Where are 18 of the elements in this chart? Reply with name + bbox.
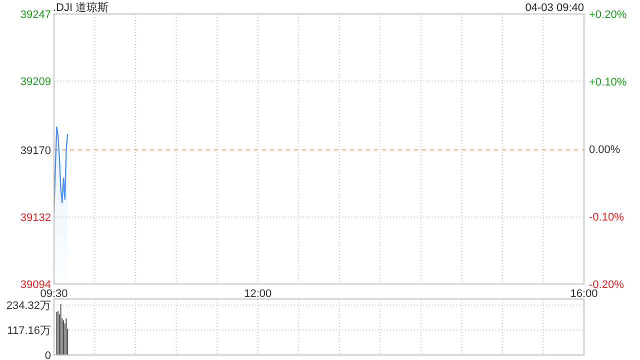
y-tick-label: 117.16万 [7,325,51,338]
y2-tick-label: +0.20% [589,9,627,21]
y-tick-label: 234.32万 [6,300,51,312]
y2-tick-label: -0.10% [589,212,624,224]
y2-tick-label: 0.00% [589,144,620,156]
y-tick-label: 39209 [20,76,51,88]
y-tick-label: 39094 [20,279,51,291]
x-tick-label: 12:00 [244,288,272,300]
y-tick-label: 39170 [20,144,51,157]
y-tick-label: 0 [44,350,51,360]
text: 04-03 09:40 [525,2,584,14]
y-tick-label: 39132 [20,212,51,224]
y2-tick-label: +0.10% [589,76,627,88]
y-tick-label: 39247 [20,9,51,21]
x-tick-label: 16:00 [570,288,598,300]
x-tick-label: 09:30 [40,288,68,300]
y2-tick-label: -0.20% [589,279,624,291]
chart-title: .DJI 道琼斯 [53,1,109,14]
